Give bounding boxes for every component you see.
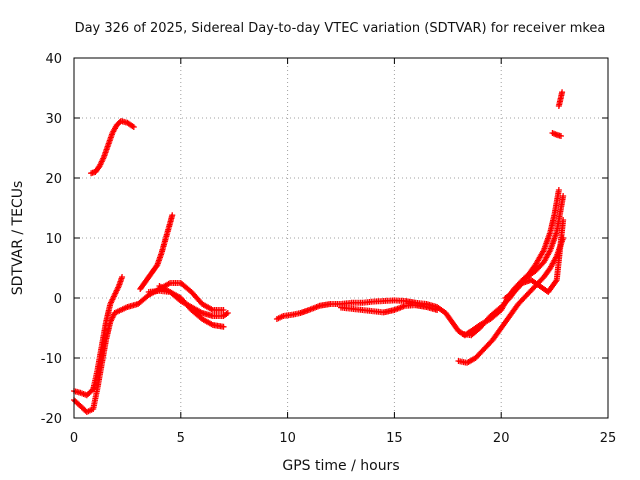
data-point — [130, 124, 137, 130]
series-track-8 — [338, 302, 441, 316]
y-tick-label: 40 — [45, 52, 62, 67]
series-track-1 — [71, 274, 126, 399]
x-tick-label: 10 — [279, 431, 296, 446]
series-track-6 — [156, 283, 231, 319]
data-point — [560, 193, 567, 199]
data-point — [169, 212, 176, 219]
data-point — [555, 187, 562, 193]
y-tick-label: 30 — [45, 112, 62, 127]
data-point — [224, 310, 231, 316]
series-track-10 — [459, 193, 567, 339]
data-point — [559, 89, 566, 96]
y-tick-label: 10 — [45, 232, 62, 247]
y-axis: -20 -10 0 10 20 30 40 — [41, 52, 608, 427]
data-point — [552, 278, 559, 285]
data-point — [560, 217, 567, 223]
data-point — [119, 274, 126, 280]
data-point — [220, 307, 227, 313]
chart-title: Day 326 of 2025, Sidereal Day-to-day VTE… — [75, 21, 606, 36]
x-tick-label: 25 — [600, 431, 617, 446]
x-tick-label: 5 — [177, 431, 185, 446]
y-tick-label: -20 — [41, 412, 62, 427]
series-track-12 — [549, 130, 565, 139]
data-point — [558, 133, 565, 139]
plot-area — [71, 89, 567, 415]
y-tick-label: -10 — [41, 352, 62, 367]
y-axis-label: SDTVAR / TECUs — [10, 181, 26, 296]
series-track-11 — [502, 217, 567, 301]
series-track-3 — [88, 118, 137, 177]
series-track-4 — [137, 212, 176, 292]
data-point — [434, 307, 441, 313]
series-track-2 — [71, 280, 227, 415]
y-tick-label: 0 — [54, 292, 62, 307]
x-tick-label: 20 — [493, 431, 510, 446]
y-tick-label: 20 — [45, 172, 62, 187]
data-point — [220, 323, 227, 330]
data-point — [129, 123, 136, 130]
series-track-13 — [555, 89, 566, 109]
x-axis: 0 5 10 15 20 25 — [70, 58, 616, 446]
x-tick-label: 0 — [70, 431, 78, 446]
x-tick-label: 15 — [386, 431, 403, 446]
x-axis-label: GPS time / hours — [282, 458, 399, 474]
